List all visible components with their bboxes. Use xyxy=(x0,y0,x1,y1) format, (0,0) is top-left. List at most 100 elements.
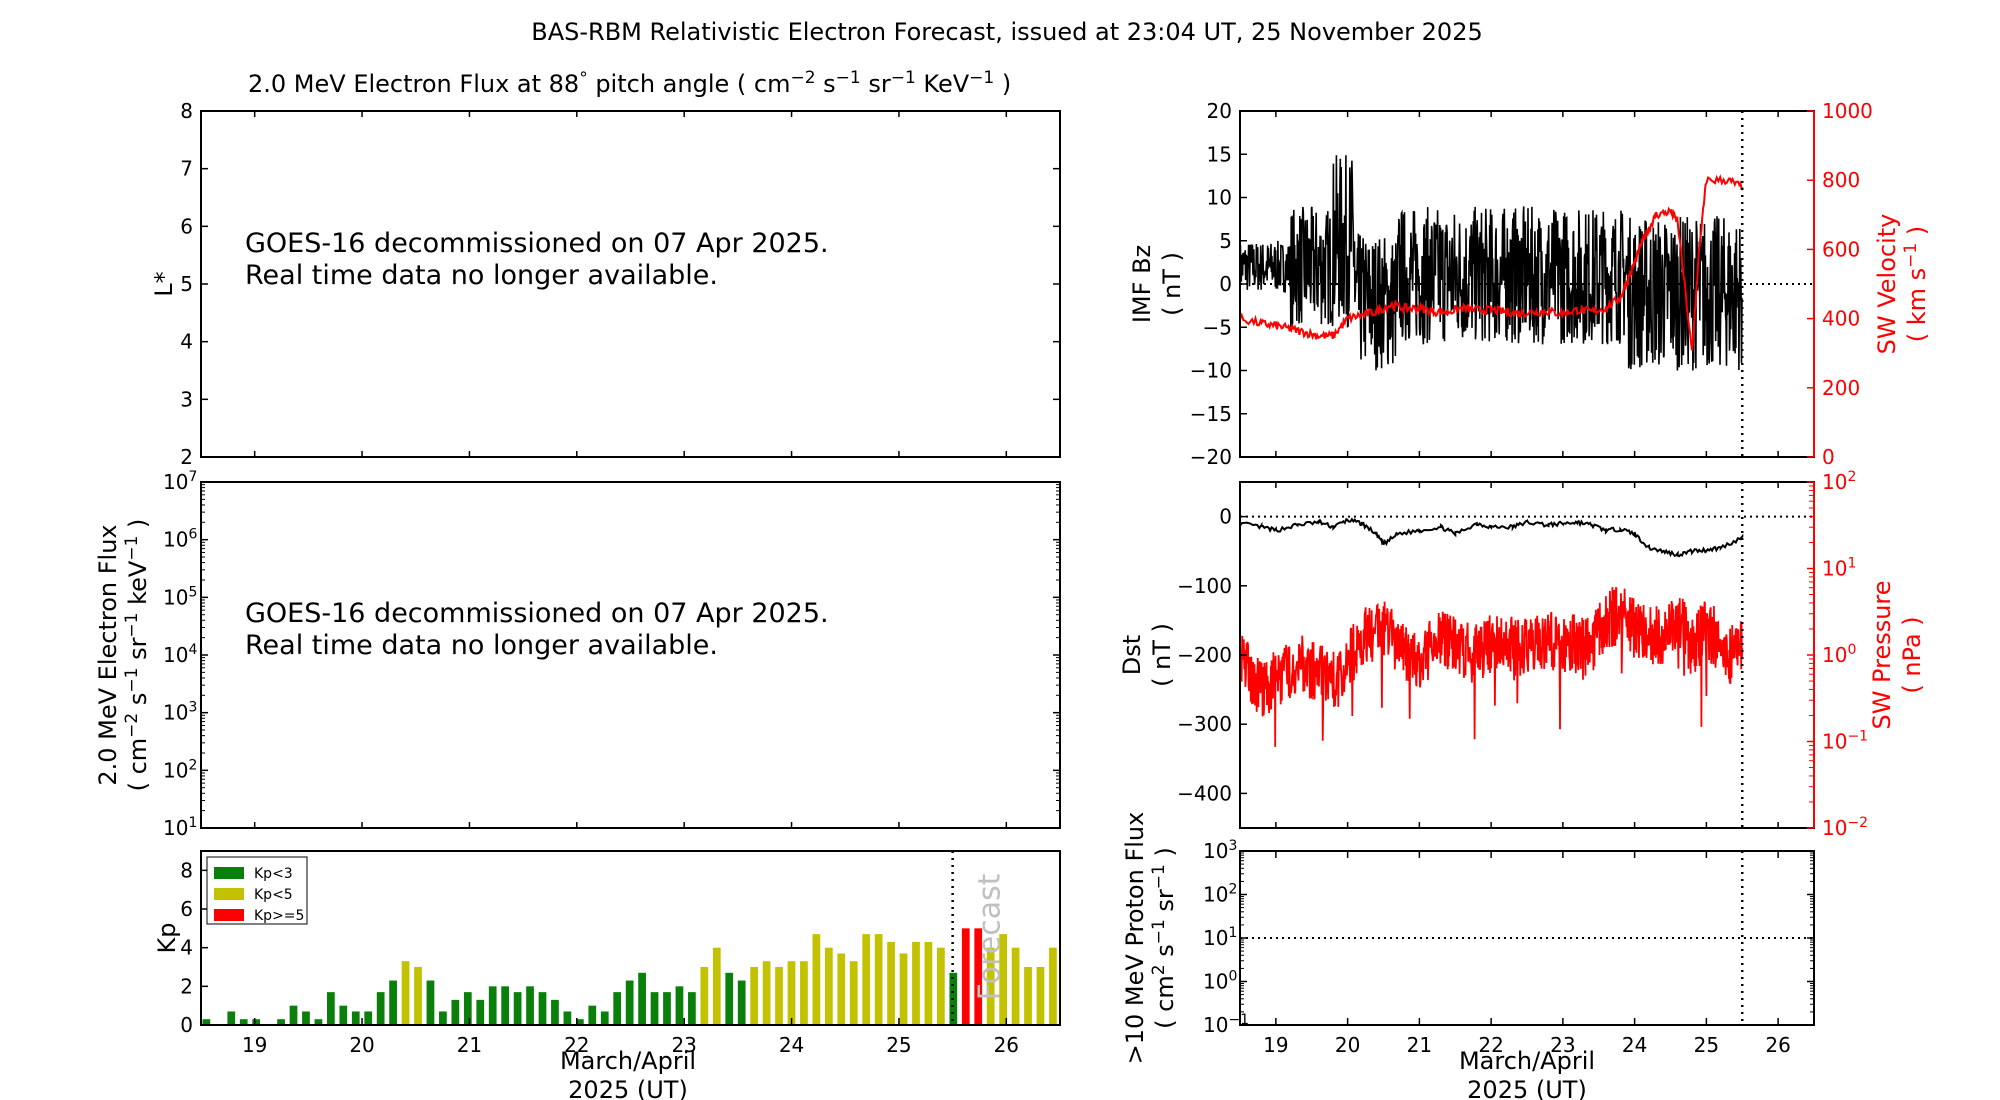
kp-bar xyxy=(638,972,646,1025)
kp-bar xyxy=(899,953,908,1025)
kp-bar xyxy=(725,972,734,1025)
kp-bar xyxy=(937,947,945,1025)
sw-velocity-ytick-label: 800 xyxy=(1822,168,1860,192)
proton-xlabel-line1: March/April xyxy=(1459,1047,1595,1075)
kp-bar xyxy=(563,1011,572,1025)
eflux-ytick-label: 105 xyxy=(163,584,197,609)
kp-bar xyxy=(874,934,883,1025)
kp-xtick-label: 23 xyxy=(671,1033,696,1057)
kp-bar xyxy=(625,980,634,1025)
eflux-ytick-label: 102 xyxy=(163,757,197,782)
kp-bar xyxy=(302,1011,310,1025)
lstar-decommission-line1: GOES-16 decommissioned on 07 Apr 2025. xyxy=(245,228,829,259)
imf-y-ticks: −20 −15 −10 −5 0 5 10 15 20 xyxy=(1190,99,1779,469)
kp-xlabel-line2: 2025 (UT) xyxy=(568,1076,688,1100)
kp-bar xyxy=(762,961,771,1025)
kp-legend: Kp<3 Kp<5 Kp>=5 xyxy=(206,856,308,925)
sw-pressure-ytick-label: 10−1 xyxy=(1822,729,1868,754)
kp-bar xyxy=(613,992,622,1025)
kp-xtick-label: 22 xyxy=(564,1033,589,1057)
kp-bar xyxy=(700,967,709,1025)
kp-bar xyxy=(476,999,485,1025)
kp-xtick-label: 21 xyxy=(457,1033,482,1057)
kp-bar xyxy=(339,1005,348,1025)
imf-ytick-label: 20 xyxy=(1207,99,1232,123)
kp-bar xyxy=(800,961,808,1025)
sw-velocity-y-ticks: 0 200 400 600 800 1000 xyxy=(1807,99,1873,469)
proton-xtick-label: 19 xyxy=(1263,1033,1288,1057)
figure-title: BAS-RBM Relativistic Electron Forecast, … xyxy=(531,18,1483,46)
sw-velocity-ytick-label: 200 xyxy=(1822,376,1860,400)
eflux-ytick-label: 101 xyxy=(163,815,197,840)
sw-velocity-ylabel-line1: SW Velocity xyxy=(1873,214,1901,355)
kp-bar xyxy=(775,967,783,1025)
lstar-ytick-label: 5 xyxy=(180,272,193,296)
sw-pressure-ytick-label: 101 xyxy=(1822,556,1856,581)
kp-bar xyxy=(389,980,397,1025)
kp-bar xyxy=(513,992,522,1025)
sw-pressure-ylabel-line2: ( nPa ) xyxy=(1898,616,1926,693)
kp-bar xyxy=(575,1019,584,1025)
kp-ytick-label: 6 xyxy=(180,897,193,921)
kp-bar xyxy=(1036,967,1045,1025)
kp-bars xyxy=(202,928,1057,1025)
kp-bar xyxy=(812,934,821,1025)
kp-bar xyxy=(289,1005,298,1025)
kp-bar xyxy=(239,1019,248,1025)
imf-ytick-label: −15 xyxy=(1190,402,1232,426)
sw-velocity-series xyxy=(1240,174,1744,351)
kp-legend-swatch xyxy=(214,909,244,921)
proton-ytick-label: 101 xyxy=(1203,925,1237,950)
kp-bar xyxy=(924,941,933,1025)
lstar-decommission-line2: Real time data no longer available. xyxy=(245,260,718,291)
kp-bar xyxy=(849,961,858,1025)
imf-ytick-label: 10 xyxy=(1207,186,1232,210)
kp-bar xyxy=(999,934,1007,1025)
eflux-ytick-label: 107 xyxy=(163,469,197,494)
kp-bar xyxy=(1049,947,1057,1025)
kp-xtick-label: 26 xyxy=(994,1033,1019,1057)
kp-bar xyxy=(1024,967,1032,1025)
sw-pressure-y-ticks: 10−2 10−1 100 101 102 xyxy=(1807,469,1868,840)
kp-bar xyxy=(526,986,534,1025)
lstar-ytick-label: 8 xyxy=(180,99,193,123)
eflux-ytick-label: 106 xyxy=(163,527,197,552)
kp-ytick-label: 2 xyxy=(180,974,193,998)
dst-ytick-label: −400 xyxy=(1177,781,1232,805)
sw-pressure-ylabel-line1: SW Pressure xyxy=(1868,580,1896,729)
kp-bar xyxy=(600,1011,609,1025)
dst-ytick-label: −300 xyxy=(1177,712,1232,736)
kp-bar xyxy=(551,999,559,1025)
kp-bar xyxy=(974,928,983,1025)
kp-ytick-label: 4 xyxy=(180,936,193,960)
sw-pressure-series xyxy=(1240,586,1744,747)
kp-bar xyxy=(986,947,995,1025)
lstar-ytick-label: 3 xyxy=(180,387,193,411)
imf-ylabel-line1: IMF Bz xyxy=(1128,245,1156,323)
dst-ylabel-line2: ( nT ) xyxy=(1148,623,1176,687)
kp-bar xyxy=(227,1011,236,1025)
sw-pressure-ytick-label: 102 xyxy=(1822,469,1856,494)
kp-xtick-label: 19 xyxy=(242,1033,267,1057)
kp-bar xyxy=(376,992,385,1025)
dst-ytick-label: −200 xyxy=(1177,643,1232,667)
imf-ytick-label: 15 xyxy=(1207,142,1232,166)
kp-legend-label: Kp<5 xyxy=(254,887,293,903)
kp-bar xyxy=(252,1019,261,1025)
proton-xtick-label: 23 xyxy=(1550,1033,1575,1057)
lstar-ytick-label: 4 xyxy=(180,330,193,354)
kp-xtick-label: 24 xyxy=(779,1033,804,1057)
kp-bar xyxy=(712,947,721,1025)
kp-bar xyxy=(961,928,970,1025)
kp-bar xyxy=(501,986,510,1025)
kp-legend-label: Kp<3 xyxy=(254,866,293,882)
sw-pressure-ytick-label: 10−2 xyxy=(1822,815,1868,840)
kp-bar xyxy=(650,992,659,1025)
kp-bar xyxy=(787,961,796,1025)
imf-ytick-label: −5 xyxy=(1203,315,1232,339)
sw-velocity-ytick-label: 0 xyxy=(1822,445,1835,469)
sw-pressure-ytick-label: 100 xyxy=(1822,642,1856,667)
kp-bar xyxy=(912,941,920,1025)
kp-bar xyxy=(663,992,671,1025)
kp-bar xyxy=(277,1019,285,1025)
